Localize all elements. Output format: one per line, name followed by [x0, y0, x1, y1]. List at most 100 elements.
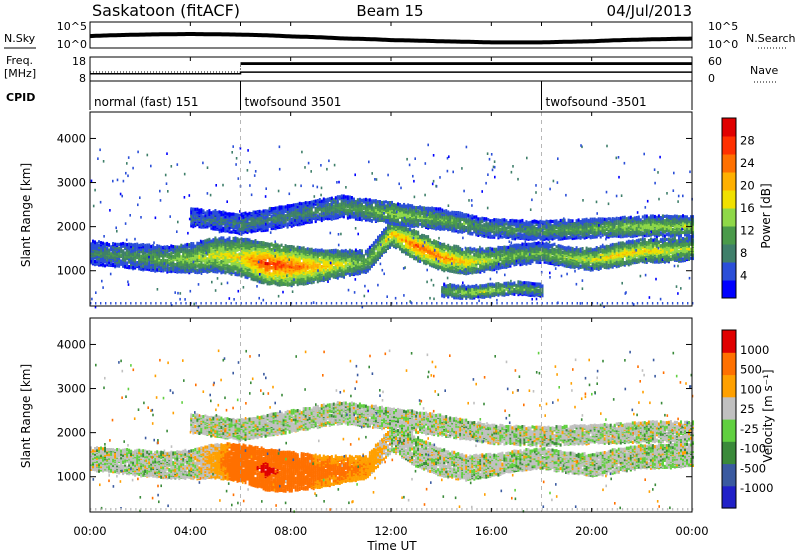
heatmap-cell — [229, 259, 231, 262]
freq-label: Freq. — [6, 54, 33, 67]
heatmap-cell — [104, 264, 106, 267]
heatmap-cell — [124, 243, 126, 246]
heatmap-cell — [138, 244, 140, 247]
heatmap-cell — [128, 243, 130, 246]
noise-tick-top-right: 10^5 — [708, 20, 738, 33]
heatmap-cell — [120, 254, 122, 257]
heatmap-cell — [210, 240, 212, 243]
heatmap-cell — [112, 263, 114, 266]
heatmap-cell — [208, 238, 210, 241]
heatmap-cell — [227, 238, 229, 241]
heatmap-cell — [168, 253, 170, 256]
heatmap-cell — [184, 244, 186, 247]
heatmap-cell — [130, 243, 132, 246]
heatmap-cell — [154, 246, 156, 249]
heatmap-cell — [247, 256, 249, 259]
heatmap-cell — [156, 268, 158, 271]
heatmap-cell — [237, 237, 239, 240]
heatmap-cell — [257, 241, 259, 244]
heatmap-cell — [158, 245, 160, 248]
heatmap-cell — [196, 269, 198, 272]
heatmap-cell — [100, 241, 102, 244]
date-title: 04/Jul/2013 — [607, 2, 692, 20]
heatmap-cell — [108, 243, 110, 246]
heatmap-cell — [192, 242, 194, 245]
heatmap-cell — [178, 246, 180, 249]
heatmap-cell — [218, 246, 220, 249]
heatmap-cell — [245, 261, 247, 264]
heatmap-cell — [243, 247, 245, 250]
heatmap-cell — [235, 261, 237, 264]
heatmap-cell — [172, 245, 174, 248]
heatmap-cell — [108, 248, 110, 251]
heatmap-cell — [142, 243, 144, 246]
heatmap-cell — [186, 243, 188, 246]
heatmap-cell — [132, 243, 134, 246]
power-heatmap — [90, 112, 694, 309]
heatmap-cell — [96, 242, 98, 245]
site-title: Saskatoon (fitACF) — [92, 1, 240, 20]
heatmap-cell — [132, 266, 134, 269]
heatmap-cell — [218, 243, 220, 246]
heatmap-cell — [116, 243, 118, 246]
heatmap-cell — [94, 260, 96, 263]
heatmap-cell — [188, 243, 190, 246]
heatmap-cell — [216, 239, 218, 242]
cpid-mode-label: normal (fast) 151 — [94, 95, 198, 109]
heatmap-cell — [257, 244, 259, 247]
heatmap-cell — [114, 243, 116, 246]
heatmap-cell — [142, 265, 144, 268]
heatmap-cell — [224, 261, 226, 264]
heatmap-cell — [144, 254, 146, 257]
heatmap-cell — [231, 240, 233, 243]
heatmap-cell — [229, 236, 231, 239]
heatmap-cell — [112, 260, 114, 263]
heatmap-cell — [233, 267, 235, 270]
heatmap-cell — [96, 263, 98, 266]
heatmap-cell — [251, 240, 253, 243]
heatmap-cell — [136, 243, 138, 246]
heatmap-cell — [204, 239, 206, 242]
heatmap-cell — [140, 243, 142, 246]
heatmap-cell — [202, 264, 204, 267]
heatmap-cell — [220, 244, 222, 247]
heatmap-cell — [146, 262, 148, 265]
nave-tick-top: 60 — [708, 55, 722, 68]
heatmap-cell — [196, 242, 198, 245]
heatmap-cell — [247, 269, 249, 272]
nave-tick-bottom: 0 — [708, 72, 715, 85]
heatmap-cell — [106, 242, 108, 245]
heatmap-cell — [130, 250, 132, 253]
heatmap-cell — [220, 236, 222, 239]
heatmap-cell — [222, 236, 224, 239]
noise-tick-bottom-right: 10^0 — [708, 38, 738, 51]
heatmap-cell — [247, 238, 249, 241]
heatmap-cell — [96, 251, 98, 254]
rti-plot: Saskatoon (fitACF) Beam 15 04/Jul/2013 N… — [0, 0, 800, 554]
heatmap-cell — [249, 238, 251, 241]
noise-tick-bottom-left: 10^0 — [57, 38, 87, 51]
heatmap-cell — [182, 245, 184, 248]
heatmap-cell — [251, 248, 253, 251]
heatmap-cell — [134, 243, 136, 246]
heatmap-cell — [166, 259, 168, 262]
heatmap-cell — [98, 240, 100, 243]
heatmap-cell — [216, 259, 218, 262]
cpid-mode-label: twofsound -3501 — [546, 95, 647, 109]
heatmap-cell — [224, 239, 226, 242]
heatmap-cell — [194, 248, 196, 251]
heatmap-cell — [100, 249, 102, 252]
heatmap-cell — [168, 246, 170, 249]
heatmap-cell — [166, 245, 168, 248]
heatmap-cell — [104, 243, 106, 246]
heatmap-cell — [168, 267, 170, 270]
heatmap-cell — [245, 238, 247, 241]
beam-title: Beam 15 — [356, 2, 423, 20]
heatmap-cell — [172, 261, 174, 264]
heatmap-cell — [220, 260, 222, 263]
heatmap-cell — [251, 277, 253, 280]
heatmap-cell — [128, 265, 130, 268]
heatmap-cell — [146, 254, 148, 257]
cpid-mode-label: twofsound 3501 — [245, 95, 342, 109]
heatmap-cell — [104, 253, 106, 256]
